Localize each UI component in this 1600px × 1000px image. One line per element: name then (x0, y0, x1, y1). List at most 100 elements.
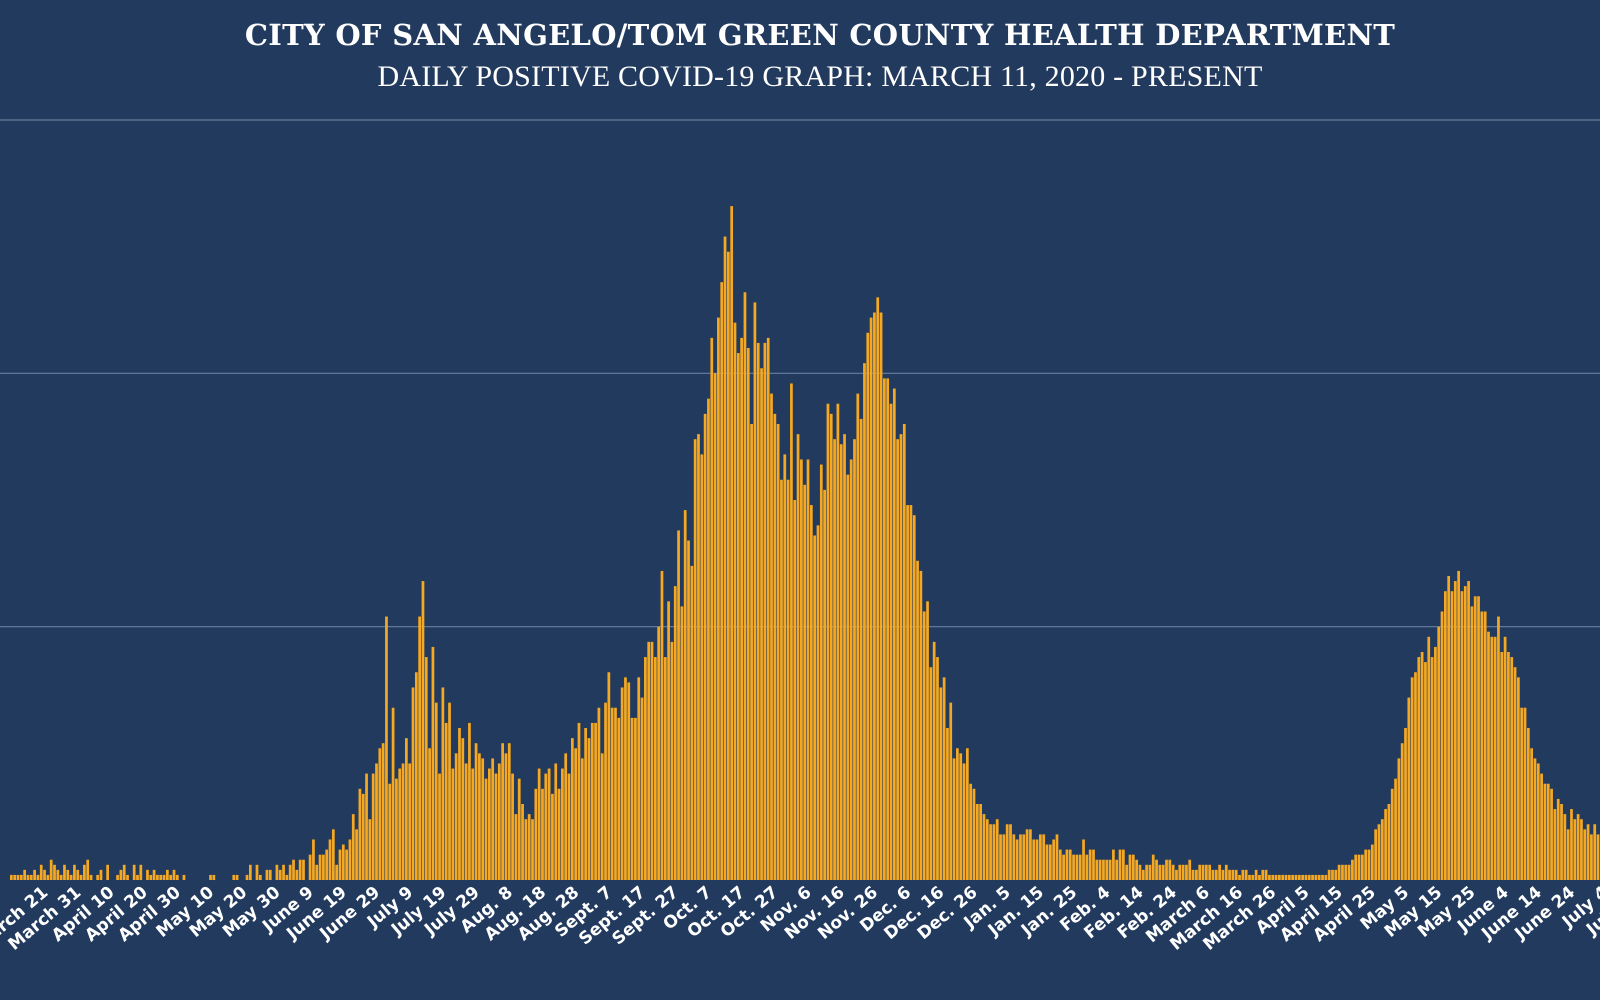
bar (1384, 809, 1387, 880)
bar (1311, 874, 1314, 880)
bar (159, 874, 163, 880)
bar (172, 869, 176, 880)
bar (19, 874, 23, 880)
bar (325, 849, 329, 880)
bar (750, 424, 753, 880)
bar (66, 869, 70, 880)
bar (551, 793, 554, 880)
bar (335, 864, 339, 880)
bar (916, 560, 919, 880)
bar (83, 864, 86, 880)
bar (1596, 834, 1600, 880)
bar (995, 819, 999, 880)
bar (33, 869, 36, 880)
bar (932, 641, 936, 880)
bar (892, 388, 896, 880)
bar (866, 332, 870, 880)
bar (780, 479, 783, 880)
bar (873, 312, 876, 880)
bar (1195, 869, 1198, 880)
bar (1334, 869, 1338, 880)
bar (1019, 834, 1022, 880)
bar (876, 297, 880, 881)
bar (258, 874, 262, 880)
bar (424, 657, 428, 880)
bar (952, 758, 956, 880)
bar (139, 864, 143, 880)
bar (1304, 874, 1308, 880)
bar (288, 864, 292, 880)
bar (1294, 874, 1298, 880)
bar (707, 398, 710, 880)
bar (670, 641, 674, 880)
bar (677, 530, 680, 880)
bar (169, 874, 173, 880)
bar (959, 753, 963, 880)
bar (1513, 667, 1517, 880)
bar (1457, 570, 1460, 880)
bar (1188, 859, 1192, 880)
bar (547, 768, 551, 880)
bar (803, 484, 807, 880)
bar (1374, 829, 1377, 880)
bar (1556, 798, 1560, 880)
bar (491, 758, 495, 880)
bar (1078, 854, 1082, 880)
bar (474, 743, 478, 880)
bar (365, 773, 368, 880)
bar (600, 753, 604, 880)
bar (1065, 849, 1069, 880)
bar (919, 570, 923, 880)
bar (1218, 864, 1221, 880)
bar (1161, 864, 1165, 880)
bar (345, 849, 348, 880)
bar (979, 804, 982, 880)
bar (1204, 864, 1208, 880)
bar (1102, 859, 1105, 880)
bar (461, 738, 465, 880)
bar (395, 778, 398, 880)
bar (1307, 874, 1311, 880)
bar (594, 722, 597, 880)
bar (1291, 874, 1295, 880)
bar (813, 535, 817, 880)
bar (723, 236, 727, 880)
bar (534, 788, 538, 880)
bar (922, 611, 926, 880)
bar (1005, 824, 1009, 880)
bar (717, 317, 720, 881)
bar (889, 403, 893, 880)
bar (1151, 854, 1155, 880)
bar (627, 682, 631, 880)
bar (1145, 864, 1148, 880)
bar (1586, 824, 1590, 880)
bar (1171, 864, 1175, 880)
bar (690, 565, 694, 880)
bar (1566, 829, 1570, 880)
bar (590, 722, 594, 880)
bar (936, 657, 939, 880)
bar (166, 869, 169, 880)
bar (730, 206, 734, 880)
bar (969, 783, 973, 880)
bar (232, 874, 236, 880)
bar (1297, 874, 1301, 880)
bar (96, 874, 100, 880)
bar (1015, 839, 1019, 880)
bar (431, 646, 435, 880)
bar (464, 763, 468, 880)
bar (106, 864, 109, 880)
bar (308, 854, 312, 880)
bar (793, 500, 797, 880)
bar (567, 773, 571, 880)
bar (1048, 844, 1052, 880)
bar (946, 728, 949, 880)
bar (985, 819, 989, 880)
bar (760, 368, 763, 880)
bar (1480, 611, 1484, 880)
bar (1158, 864, 1162, 880)
bar (43, 869, 46, 880)
bar (1347, 864, 1351, 880)
bar (1397, 758, 1401, 880)
